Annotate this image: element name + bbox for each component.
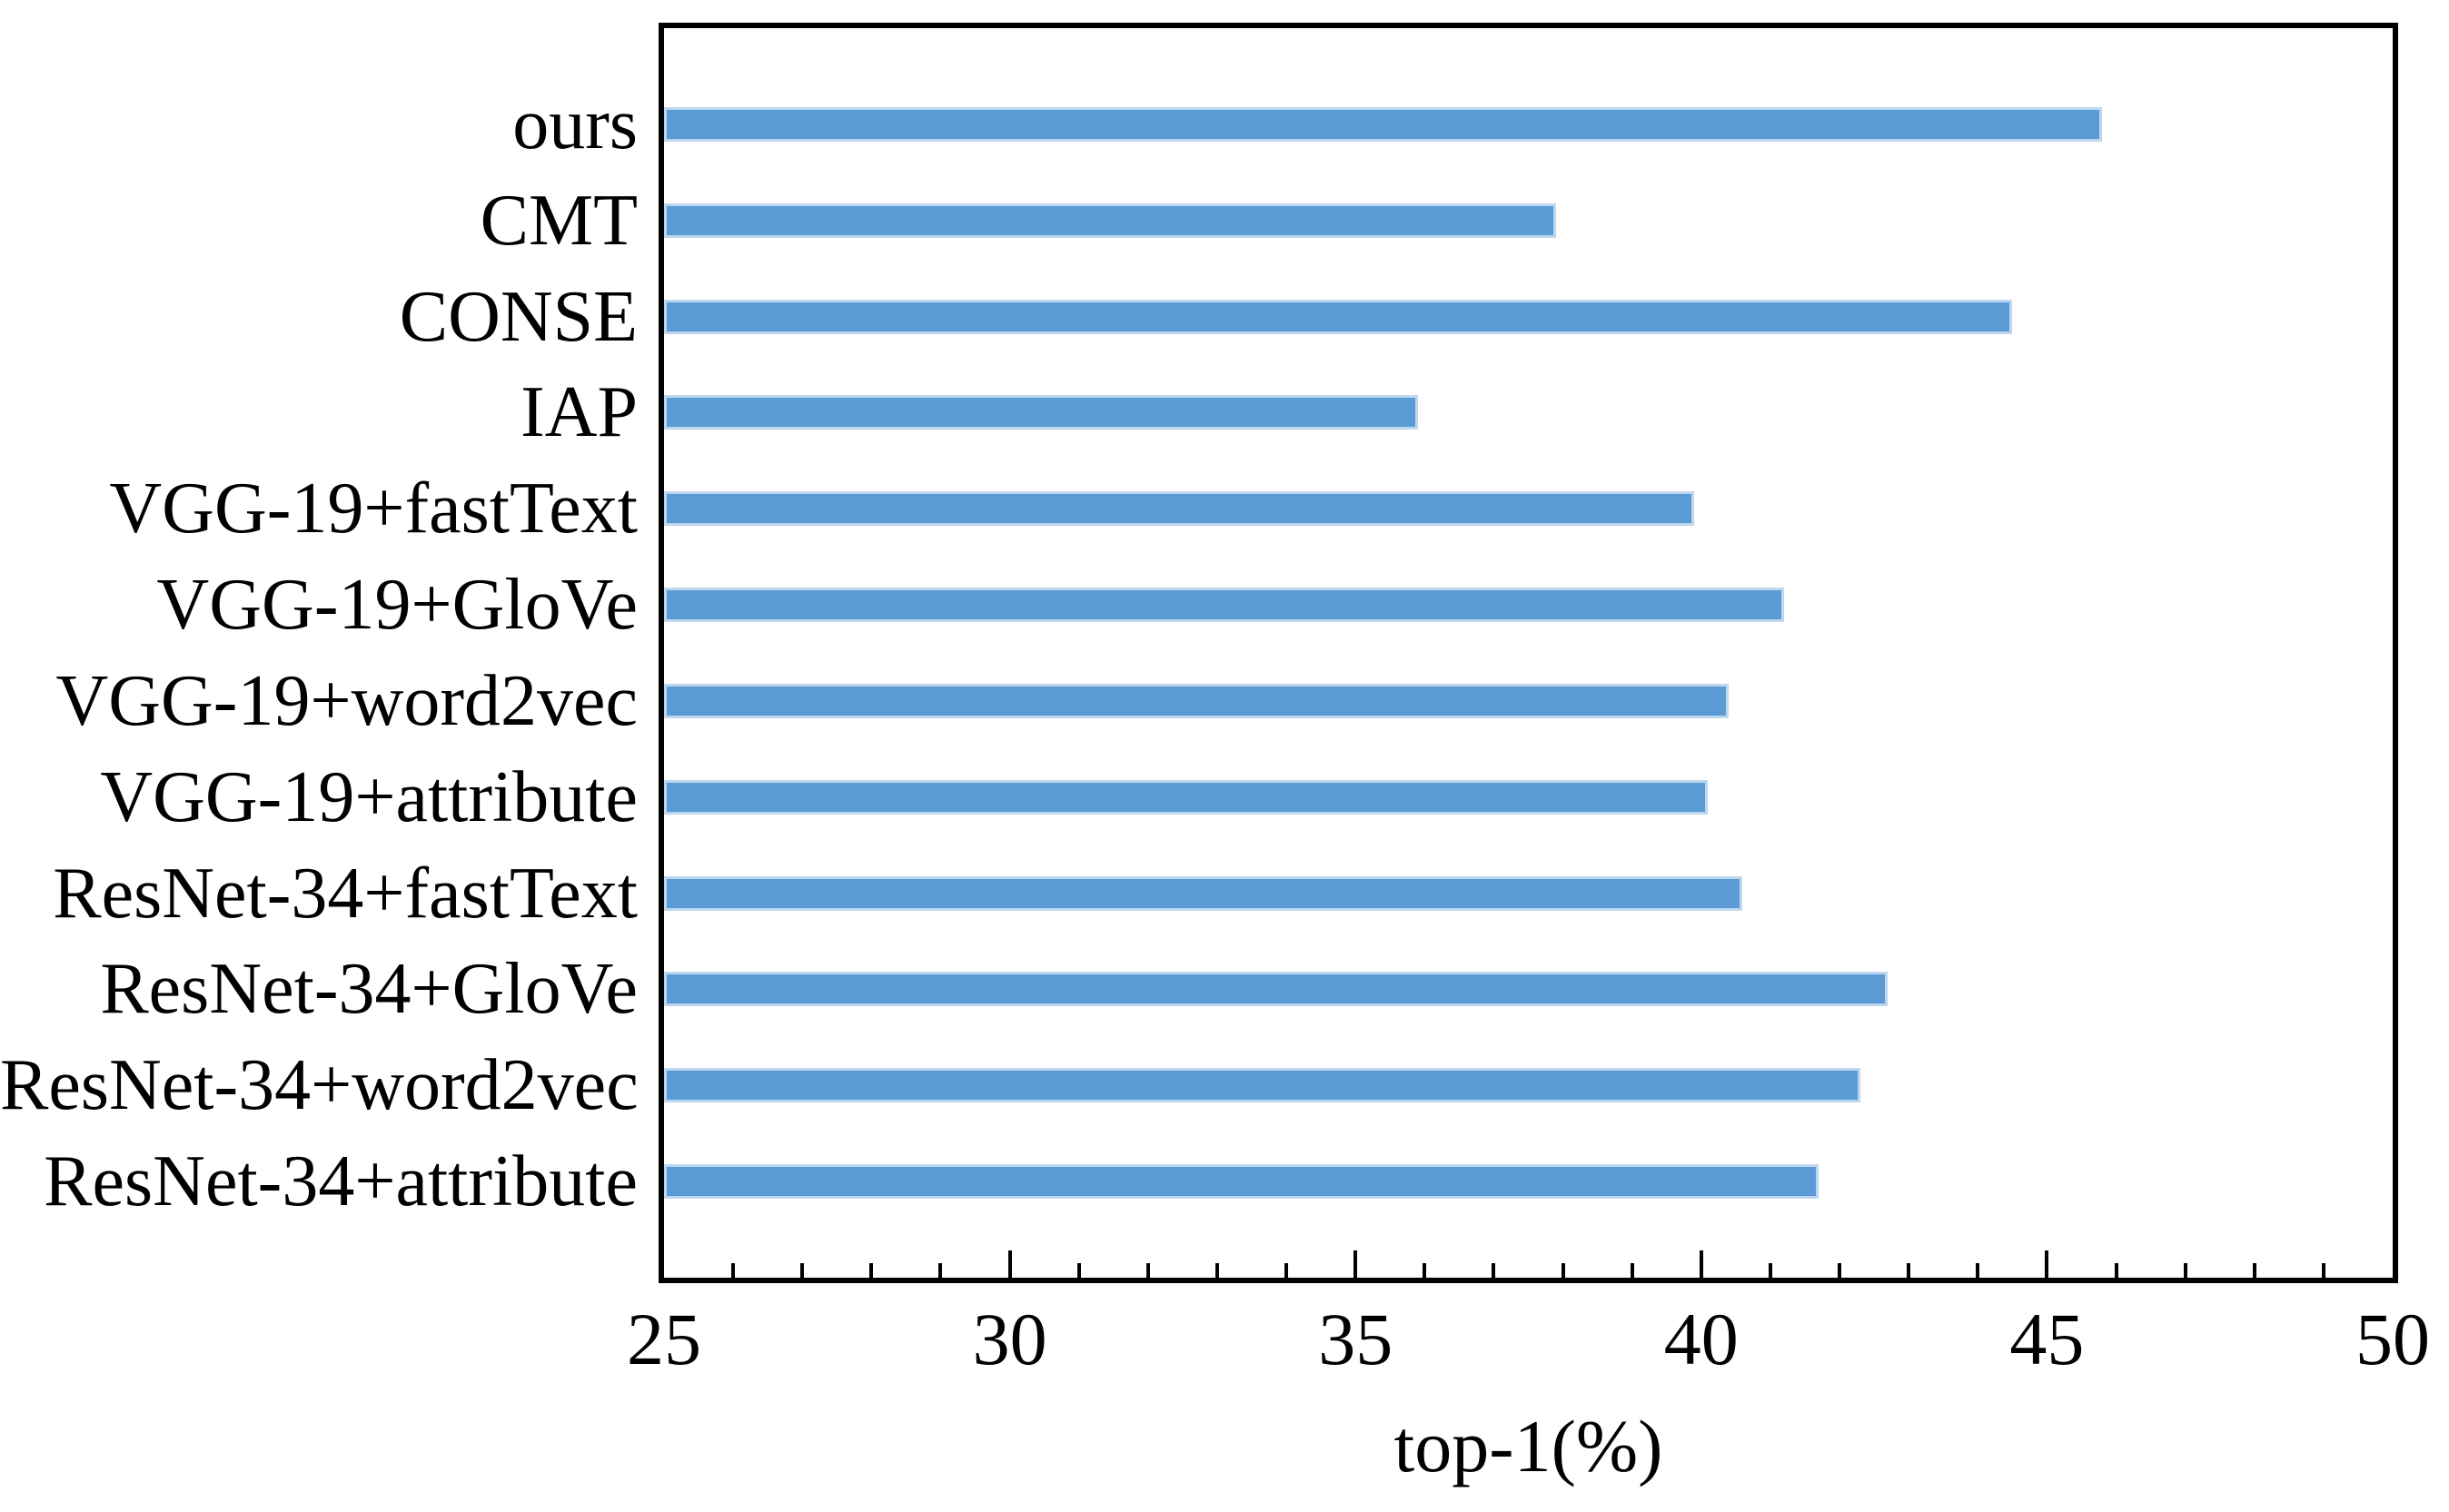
x-minor-tick <box>1215 1263 1219 1278</box>
x-major-tick <box>2045 1250 2049 1278</box>
category-label: VGG-19+fastText <box>109 469 638 549</box>
bar <box>664 779 1709 815</box>
category-label: CMT <box>480 180 638 261</box>
category-label: VGG-19+GloVe <box>156 565 639 646</box>
bar <box>664 203 1556 238</box>
x-minor-tick <box>1907 1263 1911 1278</box>
x-tick-label: 40 <box>1663 1298 1739 1380</box>
x-tick-label: 45 <box>2009 1298 2085 1380</box>
x-minor-tick <box>1145 1263 1150 1278</box>
bar <box>664 106 2103 142</box>
category-label: ResNet-34+fastText <box>53 853 638 934</box>
category-label: ResNet-34+GloVe <box>100 949 638 1030</box>
x-tick-label: 50 <box>2355 1298 2430 1380</box>
category-label: ResNet-34+attribute <box>44 1141 638 1222</box>
x-minor-tick <box>731 1263 736 1278</box>
x-major-tick <box>1699 1250 1703 1278</box>
x-major-tick <box>1353 1250 1358 1278</box>
x-minor-tick <box>1630 1263 1634 1278</box>
x-minor-tick <box>1768 1263 1772 1278</box>
bar <box>664 395 1418 430</box>
x-major-tick <box>1007 1250 1012 1278</box>
bar <box>664 588 1785 623</box>
bar <box>664 1068 1860 1103</box>
x-tick-label: 35 <box>1318 1298 1393 1380</box>
x-tick-label: 30 <box>972 1298 1047 1380</box>
x-minor-tick <box>800 1263 805 1278</box>
bar <box>664 491 1695 527</box>
category-label: ResNet-34+word2vec <box>0 1045 639 1126</box>
x-minor-tick <box>1423 1263 1427 1278</box>
x-minor-tick <box>1492 1263 1496 1278</box>
x-minor-tick <box>2321 1263 2325 1278</box>
bar <box>664 683 1730 718</box>
category-label: IAP <box>521 372 638 453</box>
x-minor-tick <box>1561 1263 1565 1278</box>
category-label: ours <box>512 84 638 164</box>
bar <box>664 1164 1819 1200</box>
x-axis-title: top-1(%) <box>1393 1405 1663 1487</box>
category-label: VGG-19+attribute <box>100 756 638 837</box>
bar <box>664 875 1743 911</box>
bar <box>664 299 2013 334</box>
x-minor-tick <box>2252 1263 2256 1278</box>
bar <box>664 972 1889 1007</box>
x-minor-tick <box>1976 1263 1980 1278</box>
category-label: VGG-19+word2vec <box>55 660 638 741</box>
x-tick-label: 25 <box>627 1298 701 1380</box>
x-minor-tick <box>869 1263 874 1278</box>
x-minor-tick <box>2114 1263 2118 1278</box>
x-minor-tick <box>938 1263 943 1278</box>
category-label: CONSE <box>399 276 638 357</box>
x-minor-tick <box>1284 1263 1289 1278</box>
x-minor-tick <box>1838 1263 1842 1278</box>
x-minor-tick <box>1076 1263 1081 1278</box>
plot-area <box>659 23 2398 1283</box>
x-minor-tick <box>2183 1263 2187 1278</box>
